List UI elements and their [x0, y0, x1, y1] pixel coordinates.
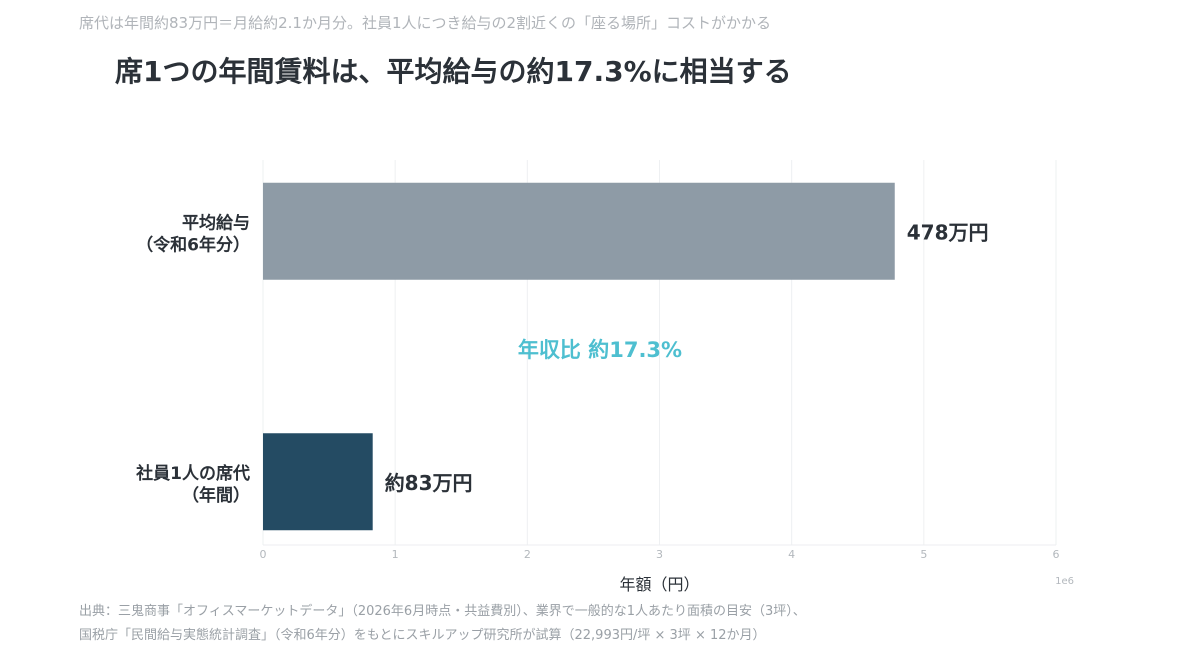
x-axis-scale-note: 1e6 [1055, 576, 1074, 587]
x-tick-label-0: 0 [260, 548, 267, 561]
bar-0 [263, 182, 895, 280]
category-label-1-0: 社員1人の席代 [135, 463, 250, 484]
x-tick-label-4: 4 [788, 548, 795, 561]
category-label-1-1: （年間） [182, 485, 250, 506]
chart-subtitle: 席代は年間約83万円＝月給約2.1か月分。社員1人につき給与の2割近くの「座る場… [79, 14, 772, 32]
x-axis-label: 年額（円） [619, 575, 699, 594]
category-label-0-0: 平均給与 [182, 212, 250, 233]
x-tick-label-2: 2 [524, 548, 531, 561]
x-tick-label-5: 5 [920, 548, 927, 561]
x-tick-label-3: 3 [656, 548, 663, 561]
source-note-line-1: 出典：三鬼商事「オフィスマーケットデータ」（2026年6月時点・共益費別）、業界… [79, 604, 806, 619]
x-tick-label-1: 1 [392, 548, 399, 561]
bar-1 [263, 433, 373, 531]
value-label-0: 478万円 [907, 220, 989, 244]
ratio-annotation: 年収比 約17.3% [518, 338, 682, 362]
category-label-0-1: （令和6年分） [136, 234, 250, 255]
source-note-line-2: 国税庁「民間給与実態統計調査」（令和6年分）をもとにスキルアップ研究所が試算（2… [79, 628, 766, 643]
x-tick-label-6: 6 [1053, 548, 1060, 561]
value-label-1: 約83万円 [385, 471, 473, 495]
chart-title: 席1つの年間賃料は、平均給与の約17.3%に相当する [115, 55, 792, 88]
